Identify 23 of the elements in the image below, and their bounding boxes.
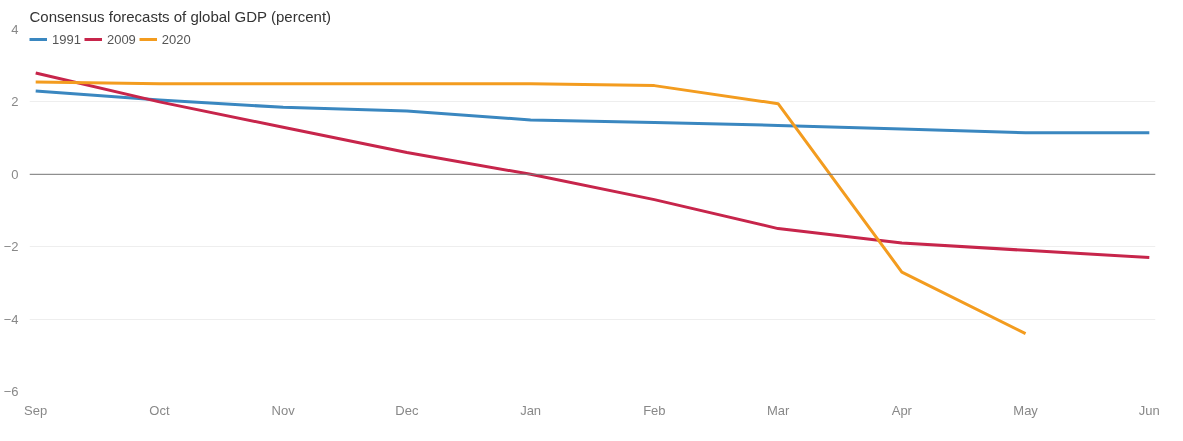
x-tick-label: May (1013, 402, 1039, 418)
x-tick-label: Apr (891, 402, 913, 418)
legend-label: 2020 (161, 31, 191, 47)
x-tick-label: Feb (643, 402, 666, 418)
x-tick-label: Oct (149, 402, 170, 418)
x-tick-label: Nov (271, 402, 296, 418)
line-series (34, 89, 1151, 135)
x-tick-label: Dec (395, 402, 419, 418)
x-tick-label: Jun (1138, 402, 1160, 418)
y-tick-label: 0 (11, 166, 19, 182)
y-tick-label: −4 (3, 311, 19, 327)
y-tick-label: −2 (3, 239, 19, 255)
y-tick-label: 4 (11, 22, 19, 37)
x-tick-label: Sep (24, 402, 48, 418)
line-series (34, 80, 1028, 336)
line-series (34, 71, 1151, 260)
y-tick-label: −6 (3, 384, 19, 399)
x-tick-label: Mar (766, 402, 790, 418)
x-tick-label: Jan (520, 402, 542, 418)
y-tick-label: 2 (11, 94, 19, 110)
legend-label: 2009 (106, 31, 136, 47)
legend-label: 1991 (52, 31, 81, 47)
chart-title: Consensus forecasts of global GDP (percent) (29, 7, 332, 25)
